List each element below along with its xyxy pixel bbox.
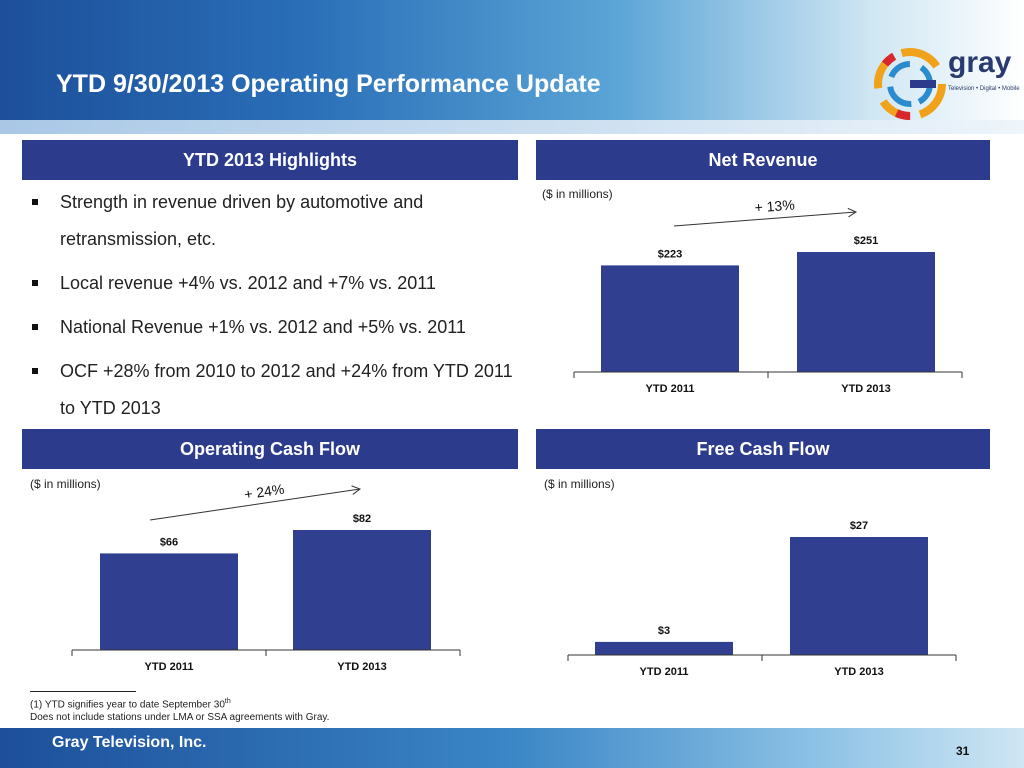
- highlights-list: Strength in revenue driven by automotive…: [30, 184, 520, 434]
- bar: [293, 530, 431, 650]
- logo-wordmark: gray: [948, 46, 1012, 79]
- logo-tagline: Television • Digital • Mobile: [948, 86, 1020, 92]
- free-cash-flow-heading: Free Cash Flow: [536, 429, 990, 469]
- category-label: YTD 2013: [337, 661, 387, 673]
- bar: [595, 641, 733, 655]
- growth-label: + 13%: [754, 197, 795, 216]
- bar: [601, 265, 739, 372]
- footer-company: Gray Television, Inc.: [52, 734, 207, 751]
- highlight-bullet: OCF +28% from 2010 to 2012 and +24% from…: [30, 353, 520, 427]
- footnote-1-sup: th: [224, 698, 231, 705]
- category-label: YTD 2013: [841, 383, 891, 395]
- operating-cash-flow-chart-svg: ($ in millions) $66 YTD 2011 $82 YTD 2013 + 2…: [30, 477, 461, 673]
- net-revenue-heading: Net Revenue: [536, 140, 990, 180]
- data-label: $27: [850, 520, 868, 532]
- unit-note: ($ in millions): [542, 187, 613, 201]
- bar: [790, 537, 928, 655]
- data-label: $251: [854, 235, 878, 247]
- category-label: YTD 2011: [646, 383, 695, 395]
- category-label: YTD 2011: [640, 666, 689, 678]
- highlight-bullet: Strength in revenue driven by automotive…: [30, 184, 520, 258]
- net-revenue-chart-svg: ($ in millions) $223 YTD 2011 $251 YTD 2013 +…: [542, 187, 963, 395]
- growth-arrow-head: [847, 207, 858, 218]
- footer-bar: [0, 728, 1024, 768]
- operating-cash-flow-chart: ($ in millions) $66 YTD 2011 $82 YTD 2013 + 2…: [22, 472, 518, 682]
- data-label: $223: [658, 248, 682, 260]
- page-title: YTD 9/30/2013 Operating Performance Upda…: [56, 70, 601, 98]
- header-stripe: [0, 120, 1024, 134]
- data-label: $3: [658, 625, 670, 637]
- growth-arrow-line: [673, 211, 857, 227]
- growth-label: + 24%: [243, 481, 285, 503]
- header-banner: [0, 0, 1024, 120]
- category-label: YTD 2013: [834, 666, 884, 678]
- free-cash-flow-chart: ($ in millions) $3 YTD 2011 $27 YTD 2013: [536, 472, 990, 686]
- footnote-2: Does not include stations under LMA or S…: [30, 712, 330, 723]
- data-label: $66: [160, 536, 178, 548]
- category-label: YTD 2011: [145, 661, 194, 673]
- free-cash-flow-chart-svg: ($ in millions) $3 YTD 2011 $27 YTD 2013: [544, 477, 957, 678]
- growth-arrow-line: [149, 488, 361, 521]
- footnote-1: (1) YTD signifies year to date September…: [30, 698, 231, 710]
- operating-cash-flow-heading: Operating Cash Flow: [22, 429, 518, 469]
- footnote-1-text: (1) YTD signifies year to date September…: [30, 699, 225, 711]
- footnote-divider: [30, 691, 136, 692]
- gray-logo: gray Television • Digital • Mobile: [872, 46, 1022, 122]
- data-label: $82: [353, 513, 371, 525]
- bar: [100, 553, 238, 650]
- gray-logo-mark-icon: [874, 48, 946, 120]
- page-number: 31: [956, 744, 970, 758]
- unit-note: ($ in millions): [30, 477, 101, 491]
- net-revenue-chart: ($ in millions) $223 YTD 2011 $251 YTD 2013 +…: [536, 182, 990, 410]
- highlights-heading: YTD 2013 Highlights: [22, 140, 518, 180]
- highlight-bullet: Local revenue +4% vs. 2012 and +7% vs. 2…: [30, 265, 520, 302]
- growth-arrow-head: [351, 485, 362, 495]
- unit-note: ($ in millions): [544, 477, 615, 491]
- bar: [797, 252, 935, 372]
- highlight-bullet: National Revenue +1% vs. 2012 and +5% vs…: [30, 309, 520, 346]
